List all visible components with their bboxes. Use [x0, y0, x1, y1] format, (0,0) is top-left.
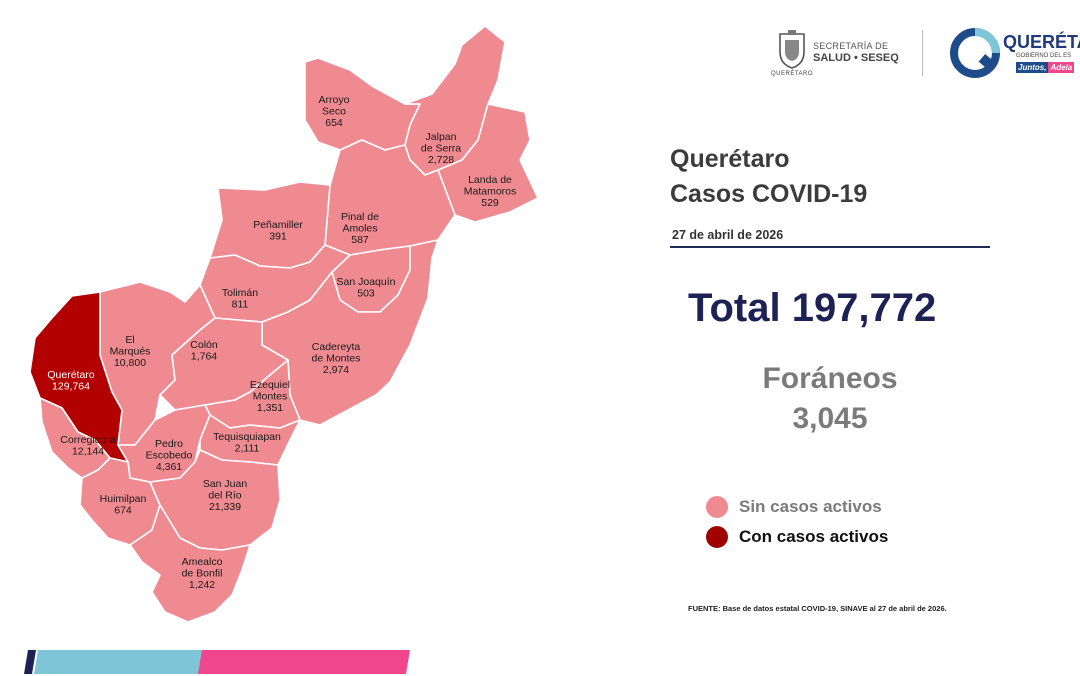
label-san-joaquin-cases: 503: [357, 288, 375, 300]
label-cadereyta-name: de Montes: [311, 353, 360, 365]
label-jalpan-name: de Serra: [421, 143, 461, 155]
label-tequisquiapan: Tequisquiapan 2,111: [213, 431, 281, 455]
label-colon: Colón 1,764: [190, 339, 218, 363]
label-pedro-escobedo-cases: 4,361: [156, 461, 182, 473]
label-jalpan-name: Jalpan: [426, 131, 457, 143]
foraneos-label: Foráneos: [762, 362, 898, 395]
q-logo-icon: [950, 28, 1000, 78]
region-amealco[interactable]: [129, 504, 251, 623]
label-pinal-name: Amoles: [342, 223, 377, 235]
label-pedro-escobedo-name: Escobedo: [146, 450, 193, 462]
label-penamiller-cases: 391: [269, 231, 287, 243]
label-el-marques-cases: 10,800: [114, 357, 146, 369]
title-state: Querétaro: [670, 145, 790, 173]
secretaria-text-bottom: SALUD • SESEQ: [813, 52, 899, 64]
label-landa: Landa de Matamoros 529: [464, 174, 517, 209]
label-corregidora-name: Corregidora: [60, 434, 116, 446]
legend: Sin casos activos Con casos activos: [706, 496, 888, 548]
label-queretaro-name: Querétaro: [47, 369, 94, 381]
label-pinal-name: Pinal de: [341, 211, 379, 223]
report-date: 27 de abril de 2026: [672, 228, 784, 242]
label-huimilpan-name: Huimilpan: [100, 493, 147, 505]
total-cases: Total 197,772: [688, 286, 937, 330]
label-huimilpan: Huimilpan 674: [100, 493, 147, 517]
label-ezequiel-cases: 1,351: [257, 402, 283, 414]
label-san-juan-name: San Juan: [203, 478, 248, 490]
queretaro-brand-logo: QUERÉTA GOBIERNO DEL ES Juntos,Adela: [950, 26, 1080, 86]
label-colon-cases: 1,764: [191, 351, 217, 363]
label-san-juan: San Juan del Río 21,339: [203, 478, 248, 513]
label-toliman-name: Tolimán: [222, 287, 258, 299]
label-queretaro: Querétaro 129,764: [47, 369, 94, 393]
label-amealco-name: de Bonfil: [182, 568, 223, 580]
foraneos-value: 3,045: [792, 402, 868, 435]
label-san-joaquin-name: San Joaquín: [337, 276, 396, 288]
region-tequisquiapan[interactable]: [199, 414, 301, 466]
label-san-joaquin: San Joaquín 503: [337, 276, 396, 300]
legend-label-inactive: Sin casos activos: [739, 497, 882, 516]
label-penamiller-name: Peñamiller: [253, 219, 303, 231]
label-el-marques-name: El: [125, 334, 134, 346]
title-underline: [670, 246, 990, 248]
title-covid: Casos COVID-19: [670, 180, 868, 208]
label-ezequiel-name: Montes: [253, 391, 287, 403]
label-tequisquiapan-cases: 2,111: [235, 443, 260, 455]
legend-item-inactive: Sin casos activos: [706, 496, 888, 518]
label-arroyo-seco-name: Seco: [322, 106, 346, 118]
label-cadereyta-cases: 2,974: [323, 364, 349, 376]
label-jalpan: Jalpan de Serra 2,728: [421, 131, 461, 166]
label-san-juan-name: del Río: [208, 490, 241, 502]
label-amealco: Amealco de Bonfil 1,242: [182, 556, 223, 591]
legend-label-active: Con casos activos: [739, 527, 889, 546]
label-jalpan-cases: 2,728: [428, 154, 454, 166]
secretaria-text-top: SECRETARÍA DE: [813, 41, 889, 51]
label-cadereyta-name: Cadereyta: [312, 341, 361, 353]
label-san-juan-cases: 21,339: [209, 501, 241, 513]
label-corregidora: Corregidora 12,144: [60, 434, 116, 458]
label-ezequiel-name: Ezequiel: [250, 379, 290, 391]
label-toliman: Tolimán 811: [222, 287, 258, 311]
seal-caption: QUERÉTARO: [771, 71, 814, 77]
label-huimilpan-cases: 674: [114, 505, 132, 517]
label-landa-name: Matamoros: [464, 186, 517, 198]
label-amealco-cases: 1,242: [189, 579, 215, 591]
legend-dot-inactive: [706, 496, 728, 518]
label-arroyo-seco: Arroyo Seco 654: [319, 94, 350, 129]
region-landa[interactable]: [437, 103, 539, 223]
source-note: FUENTE: Base de datos estatal COVID-19, …: [688, 604, 947, 613]
label-arroyo-seco-name: Arroyo: [319, 94, 350, 106]
brand-name: QUERÉTA: [1003, 32, 1080, 52]
legend-item-active: Con casos activos: [706, 526, 888, 548]
label-penamiller: Peñamiller 391: [253, 219, 303, 243]
brand-tag-2: Adela: [1048, 62, 1075, 73]
label-tequisquiapan-name: Tequisquiapan: [213, 431, 281, 443]
label-pedro-escobedo-name: Pedro: [155, 438, 183, 450]
label-landa-cases: 529: [481, 197, 499, 209]
label-pinal: Pinal de Amoles 587: [341, 211, 379, 246]
label-amealco-name: Amealco: [182, 556, 223, 568]
logo-divider: [922, 30, 923, 76]
label-queretaro-cases: 129,764: [52, 381, 90, 393]
brand-subtitle: GOBIERNO DEL ES: [1016, 53, 1072, 59]
label-pinal-cases: 587: [351, 234, 369, 246]
label-cadereyta: Cadereyta de Montes 2,974: [311, 341, 360, 376]
label-toliman-cases: 811: [232, 299, 249, 311]
label-ezequiel: Ezequiel Montes 1,351: [250, 379, 290, 414]
label-el-marques-name: Marqués: [110, 346, 151, 358]
brand-tag-1: Juntos,: [1016, 62, 1049, 73]
secretaria-logo: QUERÉTARO SECRETARÍA DE SALUD • SESEQ: [771, 30, 910, 80]
footer-stripe: [24, 650, 410, 674]
label-arroyo-seco-cases: 654: [325, 117, 343, 129]
state-seal-icon: [779, 30, 805, 69]
label-pedro-escobedo: Pedro Escobedo 4,361: [146, 438, 193, 473]
label-el-marques: El Marqués 10,800: [110, 334, 151, 369]
brand-tag: Juntos, Adela: [1016, 62, 1075, 75]
legend-dot-active: [706, 526, 728, 548]
label-colon-name: Colón: [190, 339, 218, 351]
label-corregidora-cases: 12,144: [72, 446, 104, 458]
label-landa-name: Landa de: [468, 174, 512, 186]
